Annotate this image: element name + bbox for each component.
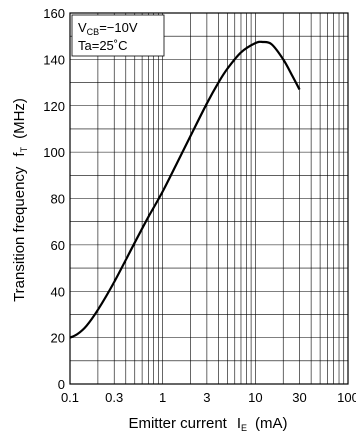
y-tick-label: 40: [51, 284, 65, 299]
y-tick-label: 160: [43, 6, 65, 21]
condition-vcb: VCB=−10V: [78, 20, 138, 37]
x-axis-label-main: Emitter current: [128, 415, 227, 432]
y-axis-symbol: f: [11, 152, 28, 157]
x-tick-label: 1: [159, 390, 166, 405]
y-tick-label: 60: [51, 238, 65, 253]
series-line-ft: [69, 40, 301, 339]
condition-vcb-sub: CB: [87, 27, 100, 37]
condition-ta: Ta=25˚C: [78, 38, 128, 53]
series-layer: [69, 40, 301, 339]
x-axis-unit: (mA): [255, 415, 288, 432]
grid: [70, 13, 348, 384]
y-axis-unit: (MHz): [11, 98, 28, 139]
x-tick-label: 30: [292, 390, 306, 405]
y-tick-label: 0: [58, 377, 65, 392]
conditions-box: VCB=−10V Ta=25˚C: [71, 14, 165, 57]
y-axis-symbol-sub: T: [19, 146, 29, 152]
y-tick-label: 120: [43, 99, 65, 114]
x-axis-symbol-sub: E: [241, 423, 247, 433]
plot-frame: [69, 12, 349, 385]
y-tick-label: 100: [43, 145, 65, 160]
x-tick-label: 100: [337, 390, 356, 405]
x-tick-label: 10: [248, 390, 262, 405]
y-axis-label: Transition frequency fT (MHz): [11, 98, 29, 302]
y-tick-label: 20: [51, 331, 65, 346]
condition-vcb-symbol: V: [78, 20, 87, 35]
x-axis-symbol: I: [237, 415, 241, 432]
y-axis-label-main: Transition frequency: [11, 166, 28, 302]
x-tick-label: 3: [203, 390, 210, 405]
x-tick-label: 0.3: [105, 390, 123, 405]
y-tick-label: 80: [51, 192, 65, 207]
y-tick-label: 140: [43, 52, 65, 67]
conditions-box-bg: [71, 14, 165, 57]
x-axis-label: Emitter current IE (mA): [128, 415, 287, 433]
x-tick-label: 0.1: [61, 390, 79, 405]
tick-labels: 0.1 0.3 1 3 10 30 100 0 20 40 60 80 100 120 140 160: [43, 6, 356, 405]
condition-vcb-value: =−10V: [99, 20, 138, 35]
